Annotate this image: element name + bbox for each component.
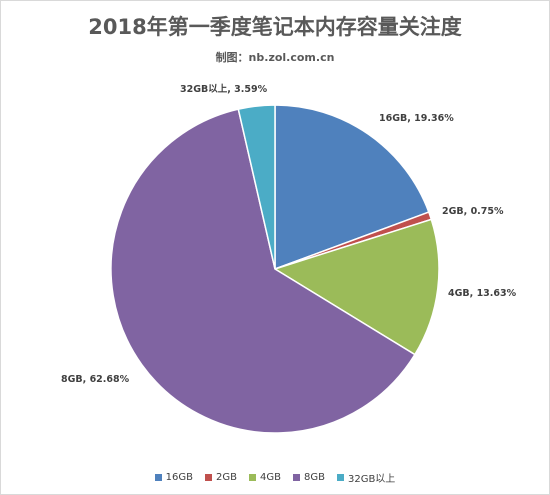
legend-swatch-4gb bbox=[249, 474, 256, 481]
legend-label-32gb-plus: 32GB以上 bbox=[347, 474, 396, 485]
legend-label-8gb: 8GB bbox=[303, 472, 325, 483]
pie-slice-32gb-plus bbox=[237, 104, 276, 270]
legend-label-16gb: 16GB bbox=[165, 472, 194, 483]
legend-item-4gb: 4GB bbox=[249, 472, 281, 483]
legend-item-8gb: 8GB bbox=[292, 472, 325, 483]
pie-slice-4gb bbox=[273, 218, 440, 356]
data-label-16gb: 16GB, 19.36% bbox=[379, 113, 454, 124]
data-label-2gb: 2GB, 0.75% bbox=[442, 206, 504, 217]
pie-slice-16gb bbox=[274, 104, 430, 271]
legend-item-16gb: 16GB bbox=[154, 472, 194, 483]
legend-item-2gb: 2GB bbox=[205, 472, 237, 483]
data-label-32gb-plus: 32GB以上, 3.59% bbox=[180, 83, 268, 95]
data-label-4gb: 4GB, 13.63% bbox=[448, 288, 517, 299]
legend-swatch-32gb-plus bbox=[336, 474, 344, 481]
chart-title: 2018年第一季度笔记本内存容量关注度 bbox=[88, 15, 462, 39]
data-label-8gb: 8GB, 62.68% bbox=[61, 374, 130, 385]
legend-item-32gb-plus: 32GB以上 bbox=[336, 470, 396, 485]
legend-swatch-8gb bbox=[292, 474, 300, 481]
pie-slice-8gb bbox=[110, 108, 416, 434]
chart-legend: 16GB 2GB 4GB 8GB 32GB以上 bbox=[1, 470, 549, 485]
legend-swatch-2gb bbox=[205, 474, 213, 481]
chart-subtitle: 制图：nb.zol.com.cn bbox=[215, 51, 335, 64]
legend-label-2gb: 2GB bbox=[216, 472, 237, 483]
legend-swatch-16gb bbox=[154, 474, 162, 481]
legend-label-4gb: 4GB bbox=[260, 472, 281, 483]
